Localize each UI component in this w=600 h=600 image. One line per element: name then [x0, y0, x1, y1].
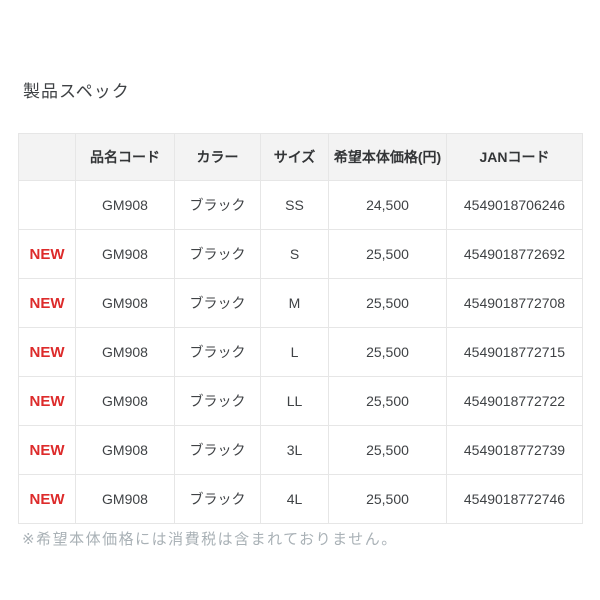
- column-header-badge: [18, 133, 76, 181]
- column-header-jan-code: JANコード: [446, 133, 583, 181]
- column-header-price: 希望本体価格(円): [328, 133, 447, 181]
- cell-color: ブラック: [174, 180, 261, 230]
- cell-color: ブラック: [174, 278, 261, 328]
- cell-price: 25,500: [328, 327, 447, 377]
- cell-price: 25,500: [328, 376, 447, 426]
- cell-product-code: GM908: [75, 229, 175, 279]
- cell-product-code: GM908: [75, 327, 175, 377]
- column-header-product-code: 品名コード: [75, 133, 175, 181]
- table-row: NEW GM908 ブラック M 25,500 4549018772708: [18, 278, 583, 328]
- cell-new-badge: [18, 180, 76, 230]
- cell-new-badge: NEW: [18, 474, 76, 524]
- cell-price: 25,500: [328, 278, 447, 328]
- cell-jan-code: 4549018772715: [446, 327, 583, 377]
- cell-product-code: GM908: [75, 474, 175, 524]
- column-header-size: サイズ: [260, 133, 329, 181]
- cell-size: S: [260, 229, 329, 279]
- cell-price: 24,500: [328, 180, 447, 230]
- cell-size: 3L: [260, 425, 329, 475]
- cell-jan-code: 4549018772708: [446, 278, 583, 328]
- table-row: GM908 ブラック SS 24,500 4549018706246: [18, 180, 583, 230]
- cell-jan-code: 4549018772692: [446, 229, 583, 279]
- cell-price: 25,500: [328, 474, 447, 524]
- cell-product-code: GM908: [75, 180, 175, 230]
- cell-new-badge: NEW: [18, 425, 76, 475]
- cell-color: ブラック: [174, 229, 261, 279]
- cell-size: M: [260, 278, 329, 328]
- table-header-row: 品名コード カラー サイズ 希望本体価格(円) JANコード: [18, 133, 583, 181]
- cell-new-badge: NEW: [18, 327, 76, 377]
- cell-color: ブラック: [174, 327, 261, 377]
- table-row: NEW GM908 ブラック 3L 25,500 4549018772739: [18, 425, 583, 475]
- cell-jan-code: 4549018772739: [446, 425, 583, 475]
- cell-size: LL: [260, 376, 329, 426]
- cell-jan-code: 4549018706246: [446, 180, 583, 230]
- column-header-color: カラー: [174, 133, 261, 181]
- cell-price: 25,500: [328, 425, 447, 475]
- cell-size: SS: [260, 180, 329, 230]
- cell-jan-code: 4549018772746: [446, 474, 583, 524]
- cell-size: 4L: [260, 474, 329, 524]
- cell-size: L: [260, 327, 329, 377]
- cell-product-code: GM908: [75, 425, 175, 475]
- cell-color: ブラック: [174, 425, 261, 475]
- cell-new-badge: NEW: [18, 229, 76, 279]
- table-row: NEW GM908 ブラック 4L 25,500 4549018772746: [18, 474, 583, 524]
- table-row: NEW GM908 ブラック L 25,500 4549018772715: [18, 327, 583, 377]
- price-tax-footnote: ※希望本体価格には消費税は含まれておりません。: [22, 531, 398, 548]
- cell-product-code: GM908: [75, 376, 175, 426]
- table-row: NEW GM908 ブラック LL 25,500 4549018772722: [18, 376, 583, 426]
- cell-product-code: GM908: [75, 278, 175, 328]
- cell-new-badge: NEW: [18, 376, 76, 426]
- cell-price: 25,500: [328, 229, 447, 279]
- page-title: 製品スペック: [23, 82, 130, 101]
- cell-color: ブラック: [174, 376, 261, 426]
- cell-new-badge: NEW: [18, 278, 76, 328]
- cell-jan-code: 4549018772722: [446, 376, 583, 426]
- product-spec-table: 品名コード カラー サイズ 希望本体価格(円) JANコード GM908 ブラッ…: [18, 133, 583, 524]
- cell-color: ブラック: [174, 474, 261, 524]
- table-row: NEW GM908 ブラック S 25,500 4549018772692: [18, 229, 583, 279]
